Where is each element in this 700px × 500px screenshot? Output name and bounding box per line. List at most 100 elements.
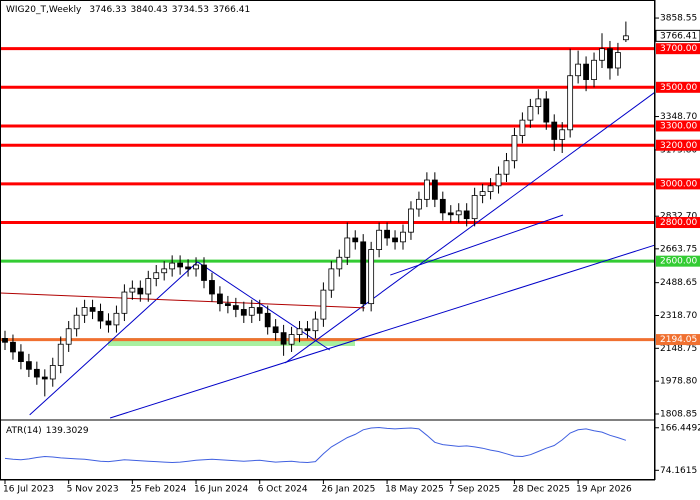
x-tick-label: 19 Apr 2026: [576, 485, 632, 495]
candle-body: [336, 256, 343, 270]
candle-body: [543, 98, 550, 123]
candle-body: [575, 63, 582, 77]
candle-body: [153, 272, 160, 279]
candle-body: [503, 160, 510, 175]
x-tick-label: 7 Sep 2025: [449, 485, 500, 495]
candle-body: [137, 287, 144, 295]
candle-body: [272, 326, 279, 334]
candle-body: [360, 241, 367, 305]
candle-body: [232, 305, 239, 310]
candle-body: [511, 135, 518, 162]
candle-body: [304, 328, 311, 332]
candle-body: [439, 198, 446, 214]
candle-body: [368, 249, 375, 305]
candle-body: [408, 208, 414, 233]
candle-body: [479, 191, 486, 196]
level-tag: [656, 334, 700, 346]
level-tag: [656, 120, 700, 132]
y-tick-label: 1978.80: [660, 377, 697, 387]
level-label: 3300.00: [660, 121, 697, 131]
indicator-line: [4, 426, 627, 464]
candle-body: [615, 52, 621, 69]
candle-body: [535, 98, 542, 108]
candle-body: [105, 320, 112, 326]
candle-body: [296, 328, 303, 335]
x-tick-label: 25 Feb 2024: [130, 485, 186, 495]
trendline: [29, 261, 198, 416]
candle-body: [599, 48, 605, 61]
candle-body: [2, 338, 8, 343]
level-label: 2194.05: [660, 335, 697, 345]
x-tick-label: 5 Nov 2023: [67, 485, 119, 495]
candle-body: [193, 264, 199, 270]
level-label: 3000.00: [660, 179, 697, 189]
x-tick-label: 18 May 2025: [385, 485, 444, 495]
last-low: 3734.53: [172, 5, 209, 15]
candle-body: [463, 210, 470, 220]
indicator-tick-label: 166.4492: [660, 423, 700, 433]
y-tick-label: 2148.75: [660, 344, 697, 354]
level-label: 3700.00: [660, 44, 697, 54]
last-open: 3746.33: [89, 5, 126, 15]
candle-body: [392, 237, 398, 243]
level-label: 3500.00: [660, 83, 697, 93]
candle-body: [201, 264, 207, 281]
candle-body: [455, 210, 462, 216]
candle-body: [400, 231, 406, 243]
header: WIG20_T,Weekly 3746.33 3840.43 3734.53 3766.…: [6, 5, 250, 15]
y-tick-label: 3348.70: [660, 112, 697, 122]
level-tag: [656, 81, 700, 93]
y-tick-label: 2318.70: [660, 311, 697, 321]
x-tick-label: 26 Jan 2025: [321, 485, 375, 495]
candle-body: [591, 59, 597, 80]
candle-body: [129, 287, 136, 293]
candle-body: [121, 291, 128, 314]
candle-body: [18, 351, 24, 362]
candle-body: [209, 280, 215, 295]
candle-body: [177, 262, 184, 268]
trendline: [390, 214, 564, 276]
trendline: [0, 292, 365, 309]
candle-body: [471, 195, 478, 220]
candle-body: [431, 179, 438, 200]
candle-body: [89, 307, 96, 312]
level-label: 2600.00: [660, 257, 697, 267]
candle-body: [73, 314, 80, 330]
candle-body: [376, 229, 383, 250]
candle-body: [447, 212, 454, 216]
candle-body: [113, 312, 120, 326]
frame: [0, 0, 655, 480]
candle-body: [312, 318, 319, 332]
candle-body: [81, 307, 88, 316]
candle-body: [248, 307, 255, 316]
price-tag-label: 3766.41: [660, 31, 697, 41]
candle-body: [185, 266, 191, 270]
candle-body: [559, 129, 566, 140]
plot-area: [0, 21, 656, 419]
level-tag: [656, 255, 700, 267]
y-tick-label: 3858.55: [660, 14, 697, 24]
last-close: 3766.41: [213, 5, 250, 15]
support-zone: [108, 338, 355, 346]
indicator-name: ATR(14): [6, 426, 42, 436]
candle-body: [328, 268, 335, 291]
candle-body: [280, 332, 287, 345]
candle-body: [607, 48, 613, 69]
candle-body: [264, 312, 271, 328]
candle-body: [519, 119, 526, 136]
level-tag: [656, 178, 700, 190]
indicator-last: 139.3029: [46, 426, 89, 436]
candle-body: [217, 293, 223, 305]
x-tick-label: 28 Dec 2025: [512, 485, 570, 495]
candle-body: [622, 35, 629, 41]
indicator-header: ATR(14) 139.3029: [6, 426, 89, 436]
indicator-tick-label: 74.1615: [660, 466, 697, 476]
candle-body: [169, 262, 176, 270]
y-tick-label: 2663.75: [660, 244, 697, 254]
x-tick-label: 6 Oct 2024: [258, 485, 308, 495]
trendline: [109, 244, 656, 419]
level-tag: [656, 217, 700, 229]
candle-body: [320, 289, 327, 320]
candle-body: [145, 278, 152, 295]
